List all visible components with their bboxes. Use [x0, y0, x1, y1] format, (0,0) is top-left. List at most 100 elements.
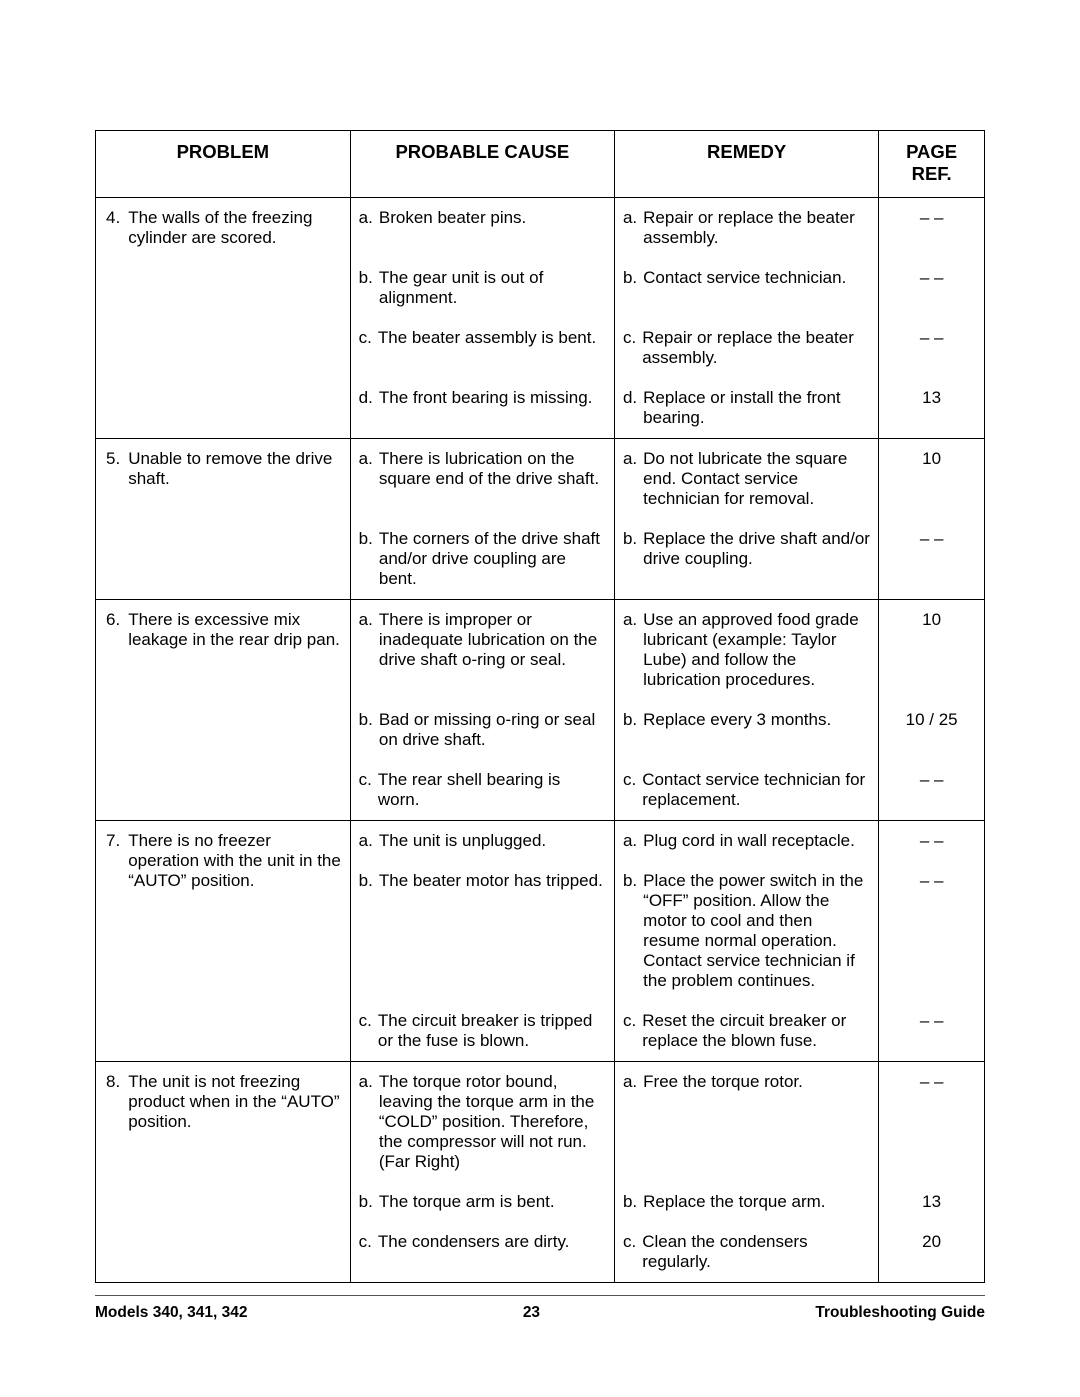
problem-text: There is excessive mix leakage in the re… — [128, 610, 341, 650]
cause-letter: c. — [359, 1011, 372, 1051]
table-row: 4.The walls of the freezing cylinder are… — [96, 198, 985, 259]
cause-letter: b. — [359, 710, 373, 750]
remedy-text: Contact service technician. — [643, 268, 846, 288]
cause-letter: a. — [359, 208, 373, 228]
remedy-cell: b. Replace every 3 months. — [614, 700, 878, 760]
remedy-text: Clean the condensers regularly. — [642, 1232, 870, 1272]
remedy-cell: b.Replace the torque arm. — [614, 1182, 878, 1222]
page-ref-cell: 10 — [879, 439, 985, 520]
footer-models: Models 340, 341, 342 — [95, 1304, 248, 1322]
remedy-text: Repair or replace the beater assembly. — [642, 328, 870, 368]
problem-number: 5. — [106, 449, 120, 489]
cause-cell: c.The circuit breaker is tripped or the … — [350, 1001, 614, 1062]
cause-text: The condensers are dirty. — [378, 1232, 570, 1252]
problem-number: 8. — [106, 1072, 120, 1132]
cause-text: There is improper or inadequate lubricat… — [379, 610, 606, 670]
cause-letter: c. — [359, 1232, 372, 1252]
cause-letter: a. — [359, 1072, 373, 1172]
cause-cell: d.The front bearing is missing. — [350, 378, 614, 439]
remedy-text: Replace every 3 months. — [643, 710, 831, 730]
problem-text: The walls of the freezing cylinder are s… — [128, 208, 341, 248]
remedy-letter: b. — [623, 268, 637, 288]
remedy-cell: c.Contact service technician for replace… — [614, 760, 878, 821]
cause-letter: b. — [359, 871, 373, 891]
cause-cell: c.The beater assembly is bent. — [350, 318, 614, 378]
cause-letter: c. — [359, 770, 372, 810]
troubleshooting-table: PROBLEM PROBABLE CAUSE REMEDY PAGE REF. … — [95, 130, 985, 1283]
remedy-text: Repair or replace the beater assembly. — [643, 208, 870, 248]
cause-cell: b.The torque arm is bent. — [350, 1182, 614, 1222]
remedy-cell: d.Replace or install the front bearing. — [614, 378, 878, 439]
page-ref-cell: 13 — [879, 378, 985, 439]
cause-cell: b. The beater motor has tripped. — [350, 861, 614, 1001]
table-row: 7.There is no freezer operation with the… — [96, 821, 985, 862]
problem-cell: 6.There is excessive mix leakage in the … — [96, 600, 351, 821]
remedy-letter: b. — [623, 710, 637, 730]
cause-text: The gear unit is out of alignment. — [379, 268, 606, 308]
cause-text: Broken beater pins. — [379, 208, 526, 228]
table-row: 6.There is excessive mix leakage in the … — [96, 600, 985, 701]
cause-cell: c. The condensers are dirty. — [350, 1222, 614, 1283]
problem-cell: 4.The walls of the freezing cylinder are… — [96, 198, 351, 439]
remedy-letter: a. — [623, 831, 637, 851]
remedy-text: Replace or install the front bearing. — [643, 388, 870, 428]
remedy-cell: b. Contact service technician. — [614, 258, 878, 318]
page-ref-cell: – – — [879, 519, 985, 600]
cause-cell: b.The corners of the drive shaft and/or … — [350, 519, 614, 600]
remedy-text: Use an approved food grade lubricant (ex… — [643, 610, 870, 690]
remedy-letter: b. — [623, 529, 637, 569]
cause-text: Bad or missing o-ring or seal on drive s… — [379, 710, 606, 750]
cause-text: The rear shell bearing is worn. — [378, 770, 606, 810]
page-ref-cell: – – — [879, 318, 985, 378]
page-ref-cell: – – — [879, 1001, 985, 1062]
remedy-cell: c.Repair or replace the beater assembly. — [614, 318, 878, 378]
remedy-letter: c. — [623, 328, 636, 368]
cause-text: There is lubrication on the square end o… — [379, 449, 606, 489]
cause-text: The corners of the drive shaft and/or dr… — [379, 529, 606, 589]
problem-text: The unit is not freezing product when in… — [128, 1072, 341, 1132]
page-ref-cell: – – — [879, 861, 985, 1001]
cause-letter: a. — [359, 449, 373, 489]
cause-letter: b. — [359, 529, 373, 589]
remedy-text: Place the power switch in the “OFF” posi… — [643, 871, 870, 991]
remedy-letter: c. — [623, 1232, 636, 1272]
problem-cell: 8.The unit is not freezing product when … — [96, 1062, 351, 1283]
table-row: 8.The unit is not freezing product when … — [96, 1062, 985, 1183]
page-ref-cell: – – — [879, 258, 985, 318]
header-cause: PROBABLE CAUSE — [350, 131, 614, 198]
cause-text: The front bearing is missing. — [379, 388, 593, 408]
problem-number: 7. — [106, 831, 120, 891]
table-header-row: PROBLEM PROBABLE CAUSE REMEDY PAGE REF. — [96, 131, 985, 198]
remedy-letter: a. — [623, 449, 637, 509]
footer-section-title: Troubleshooting Guide — [815, 1304, 985, 1322]
cause-text: The torque rotor bound, leaving the torq… — [379, 1072, 606, 1172]
remedy-letter: c. — [623, 770, 636, 810]
cause-text: The circuit breaker is tripped or the fu… — [378, 1011, 606, 1051]
cause-cell: a.The unit is unplugged. — [350, 821, 614, 862]
page-ref-cell: – – — [879, 821, 985, 862]
cause-letter: b. — [359, 268, 373, 308]
page-ref-cell: – – — [879, 760, 985, 821]
cause-cell: b.Bad or missing o-ring or seal on drive… — [350, 700, 614, 760]
page-ref-cell: – – — [879, 198, 985, 259]
cause-text: The beater motor has tripped. — [379, 871, 603, 891]
remedy-cell: b.Replace the drive shaft and/or drive c… — [614, 519, 878, 600]
footer-page-number: 23 — [523, 1304, 540, 1322]
remedy-text: Free the torque rotor. — [643, 1072, 803, 1092]
page-footer: Models 340, 341, 342 23 Troubleshooting … — [95, 1295, 985, 1322]
remedy-cell: a. Free the torque rotor. — [614, 1062, 878, 1183]
cause-cell: a. Broken beater pins. — [350, 198, 614, 259]
remedy-letter: a. — [623, 1072, 637, 1092]
cause-cell: c.The rear shell bearing is worn. — [350, 760, 614, 821]
remedy-letter: b. — [623, 1192, 637, 1212]
remedy-letter: d. — [623, 388, 637, 428]
cause-cell: a.There is improper or inadequate lubric… — [350, 600, 614, 701]
cause-text: The unit is unplugged. — [379, 831, 546, 851]
problem-number: 6. — [106, 610, 120, 650]
remedy-cell: a.Repair or replace the beater assembly. — [614, 198, 878, 259]
cause-text: The beater assembly is bent. — [378, 328, 596, 348]
cause-text: The torque arm is bent. — [379, 1192, 555, 1212]
problem-cell: 7.There is no freezer operation with the… — [96, 821, 351, 1062]
cause-cell: a.The torque rotor bound, leaving the to… — [350, 1062, 614, 1183]
remedy-cell: a.Plug cord in wall receptacle. — [614, 821, 878, 862]
